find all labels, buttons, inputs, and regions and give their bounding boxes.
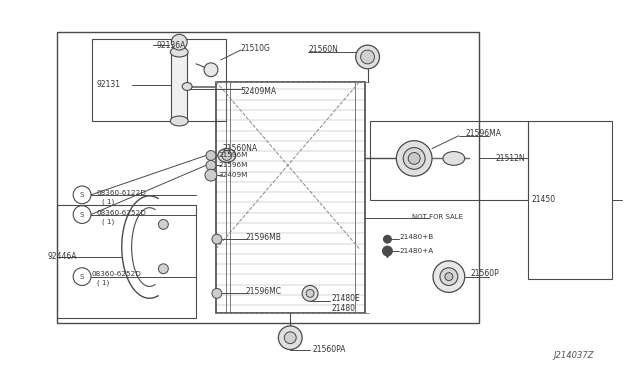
Bar	[58, 205, 196, 318]
Circle shape	[159, 264, 168, 274]
Circle shape	[172, 34, 187, 50]
Circle shape	[440, 268, 458, 285]
Text: 21510G: 21510G	[241, 44, 271, 52]
Circle shape	[159, 219, 168, 230]
Bar	[92, 39, 226, 121]
Bar	[216, 81, 365, 313]
Text: 52409MA: 52409MA	[241, 87, 277, 96]
Circle shape	[222, 151, 232, 160]
Circle shape	[206, 151, 216, 160]
Text: S: S	[80, 274, 84, 280]
Circle shape	[403, 148, 425, 169]
Text: ( 1): ( 1)	[102, 218, 114, 225]
Bar	[369, 121, 528, 200]
Text: 08360-6122D: 08360-6122D	[97, 190, 147, 196]
Text: 21596M: 21596M	[219, 153, 248, 158]
Text: 92136A: 92136A	[156, 41, 186, 49]
Text: 92446A: 92446A	[47, 253, 77, 262]
Ellipse shape	[443, 151, 465, 165]
Text: ( 1): ( 1)	[102, 199, 114, 205]
Circle shape	[361, 50, 374, 64]
Circle shape	[383, 235, 392, 243]
Text: S: S	[80, 192, 84, 198]
Text: 21596M: 21596M	[219, 162, 248, 168]
Circle shape	[408, 153, 420, 164]
Text: 21596MB: 21596MB	[246, 233, 282, 242]
Bar	[172, 52, 187, 121]
Ellipse shape	[170, 116, 188, 126]
Text: 21480+A: 21480+A	[399, 248, 433, 254]
Text: 21560N: 21560N	[308, 45, 338, 54]
Text: 32409M: 32409M	[219, 172, 248, 178]
Circle shape	[204, 63, 218, 77]
Circle shape	[445, 273, 453, 280]
Text: NOT FOR SALE: NOT FOR SALE	[412, 214, 463, 219]
Text: ( 1): ( 1)	[97, 279, 109, 286]
Bar	[528, 121, 612, 279]
Text: 08360-6252D: 08360-6252D	[97, 209, 147, 216]
Text: 21560NA: 21560NA	[223, 144, 258, 153]
Circle shape	[433, 261, 465, 292]
Circle shape	[206, 160, 216, 170]
Text: 21450: 21450	[531, 195, 556, 204]
Text: J214037Z: J214037Z	[553, 351, 593, 360]
Text: 21480+B: 21480+B	[399, 234, 433, 240]
Text: 21512N: 21512N	[495, 154, 525, 163]
Text: 21560PA: 21560PA	[312, 345, 346, 354]
Text: 21480E: 21480E	[332, 294, 361, 303]
Text: 21596MA: 21596MA	[466, 129, 502, 138]
Circle shape	[306, 289, 314, 297]
Bar	[58, 32, 479, 323]
Text: 21560P: 21560P	[470, 269, 499, 278]
Circle shape	[278, 326, 302, 350]
Text: 92131: 92131	[97, 80, 121, 89]
Text: 08360-6252D: 08360-6252D	[92, 271, 142, 277]
Ellipse shape	[170, 47, 188, 57]
Circle shape	[284, 332, 296, 344]
Text: S: S	[80, 212, 84, 218]
Text: 21480: 21480	[332, 304, 356, 312]
Text: 21596MC: 21596MC	[246, 287, 282, 296]
Circle shape	[383, 246, 392, 256]
Circle shape	[396, 141, 432, 176]
Ellipse shape	[182, 83, 192, 90]
Circle shape	[212, 288, 222, 298]
Ellipse shape	[218, 148, 236, 162]
Circle shape	[302, 285, 318, 301]
Circle shape	[205, 169, 217, 181]
Circle shape	[356, 45, 380, 69]
Circle shape	[212, 234, 222, 244]
